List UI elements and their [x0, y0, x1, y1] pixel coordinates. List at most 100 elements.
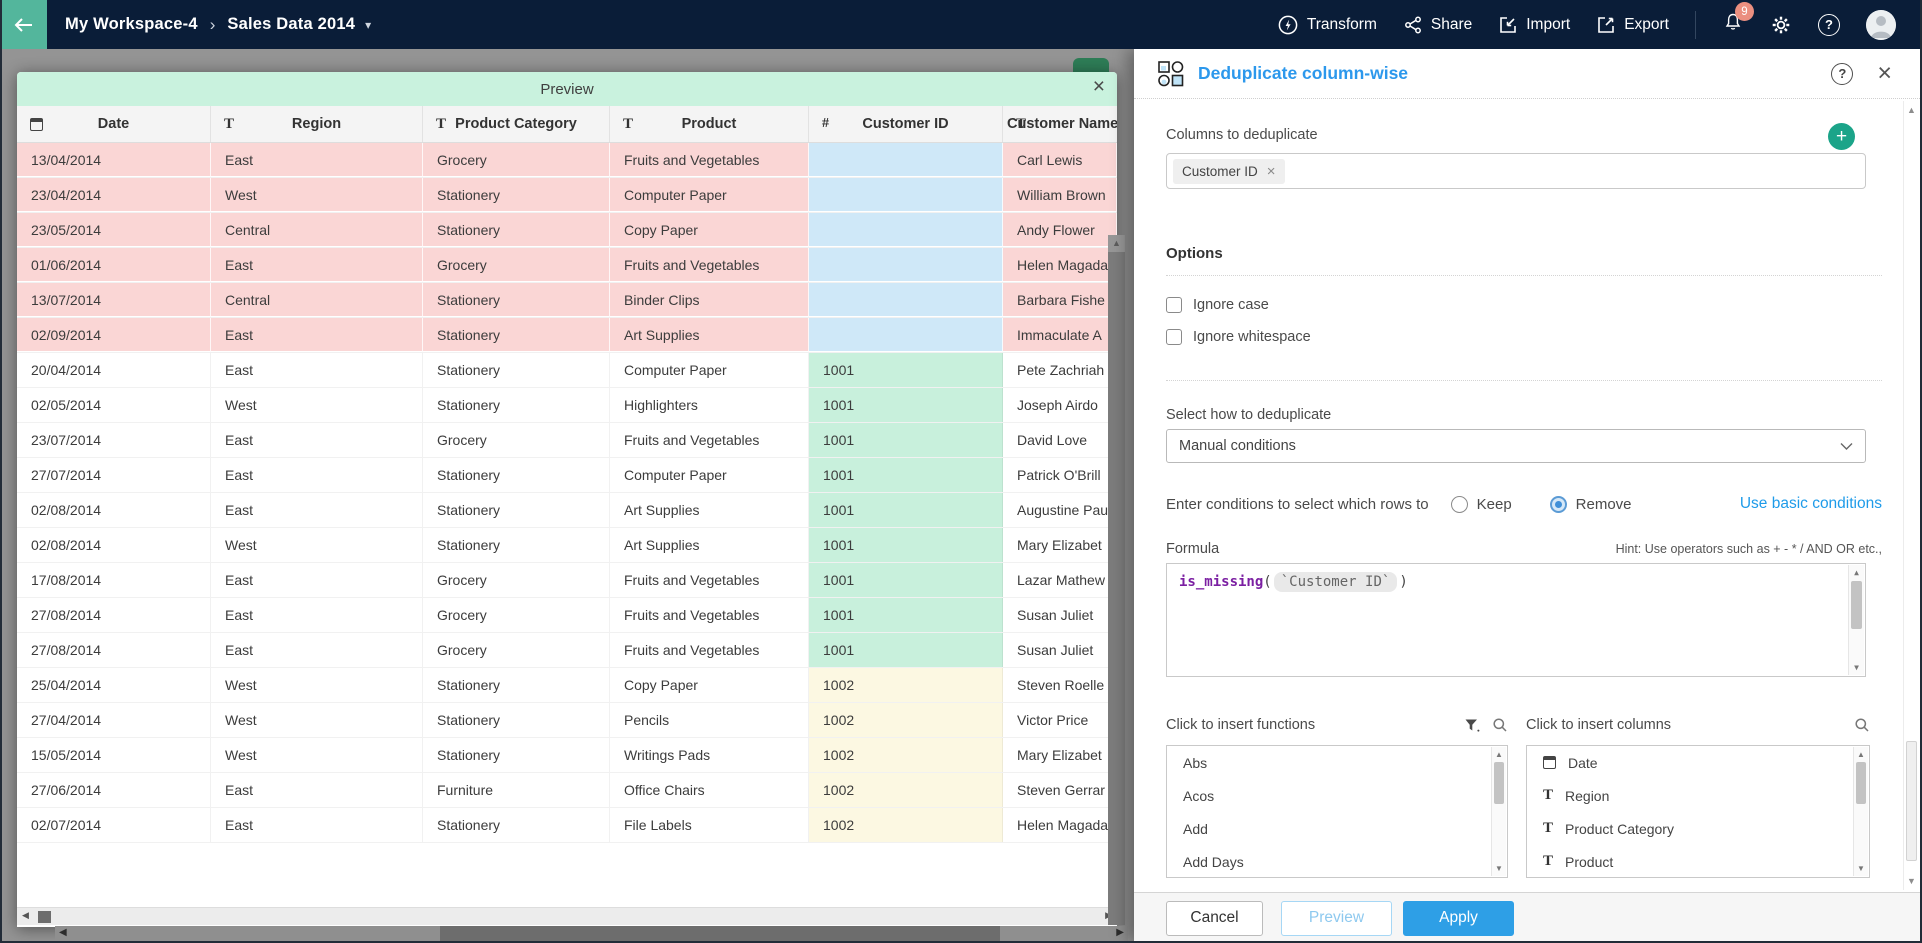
search-icon[interactable] — [1492, 717, 1508, 733]
scroll-up-icon[interactable]: ▲ — [1904, 105, 1919, 115]
ignore-case-checkbox[interactable]: Ignore case — [1166, 297, 1269, 313]
table-row[interactable]: 15/05/2014WestStationeryWritings Pads100… — [17, 738, 1117, 773]
function-item[interactable]: Abs — [1167, 746, 1492, 779]
columns-scrollbar[interactable]: ▲ ▼ — [1853, 747, 1868, 876]
radio-icon[interactable] — [1451, 496, 1468, 513]
keep-radio[interactable]: Keep — [1451, 496, 1512, 513]
scroll-thumb[interactable] — [1494, 762, 1504, 804]
background-vertical-scrollbar[interactable]: ▲ — [1108, 235, 1125, 925]
scroll-down-icon[interactable]: ▼ — [1492, 864, 1506, 873]
column-header-customer-id[interactable]: #Customer ID — [809, 106, 1003, 142]
scroll-thumb[interactable] — [1906, 741, 1917, 861]
use-basic-conditions-link[interactable]: Use basic conditions — [1740, 495, 1882, 513]
scroll-right-icon[interactable]: ▶ — [1116, 927, 1124, 938]
functions-scrollbar[interactable]: ▲ ▼ — [1491, 747, 1506, 876]
scroll-down-icon[interactable]: ▼ — [1849, 663, 1864, 672]
function-item[interactable]: Add — [1167, 812, 1492, 845]
scroll-thumb[interactable] — [1856, 762, 1866, 804]
scroll-up-icon[interactable]: ▲ — [1854, 750, 1868, 759]
apply-button[interactable]: Apply — [1403, 901, 1514, 936]
scroll-thumb[interactable] — [38, 911, 51, 923]
column-chip[interactable]: Customer ID × — [1173, 159, 1285, 184]
preview-close-button[interactable]: × — [1093, 76, 1105, 97]
panel-close-button[interactable]: × — [1877, 61, 1892, 86]
column-header-date[interactable]: Date — [17, 106, 211, 142]
column-header-customer-name[interactable]: TCustomer Name — [1003, 106, 1117, 142]
table-row[interactable]: 23/07/2014EastGroceryFruits and Vegetabl… — [17, 423, 1117, 458]
table-row[interactable]: 23/04/2014WestStationeryComputer PaperWi… — [17, 178, 1117, 213]
panel-help-button[interactable]: ? — [1831, 63, 1853, 85]
scroll-thumb[interactable] — [1851, 581, 1862, 629]
formula-scrollbar[interactable]: ▲ ▼ — [1848, 565, 1864, 675]
scroll-left-icon[interactable]: ◀ — [22, 910, 29, 921]
table-row[interactable]: 01/06/2014EastGroceryFruits and Vegetabl… — [17, 248, 1117, 283]
table-row[interactable]: 17/08/2014EastGroceryFruits and Vegetabl… — [17, 563, 1117, 598]
notifications-button[interactable]: 9 — [1722, 11, 1744, 38]
checkbox-icon[interactable] — [1166, 297, 1182, 313]
breadcrumb-workspace[interactable]: My Workspace-4 — [65, 15, 198, 34]
cell-date: 13/07/2014 — [17, 283, 211, 317]
scroll-thumb[interactable] — [1108, 252, 1125, 925]
column-header-region[interactable]: TRegion — [211, 106, 423, 142]
share-button[interactable]: Share — [1403, 15, 1472, 35]
checkbox-icon[interactable] — [1166, 329, 1182, 345]
chip-remove-icon[interactable]: × — [1267, 163, 1276, 180]
cancel-button[interactable]: Cancel — [1166, 901, 1263, 936]
table-row[interactable]: 27/08/2014EastGroceryFruits and Vegetabl… — [17, 633, 1117, 668]
preview-button[interactable]: Preview — [1281, 901, 1392, 936]
breadcrumb-dataset[interactable]: Sales Data 2014 — [227, 15, 355, 34]
scroll-up-icon[interactable]: ▲ — [1492, 750, 1506, 759]
formula-editor[interactable]: is_missing(`Customer ID`) ▲ ▼ — [1166, 563, 1866, 677]
radio-selected-icon[interactable] — [1550, 496, 1567, 513]
formula-column-token[interactable]: `Customer ID` — [1274, 572, 1398, 592]
table-row[interactable]: 27/04/2014WestStationeryPencils1002Victo… — [17, 703, 1117, 738]
search-icon[interactable] — [1854, 717, 1870, 733]
table-row[interactable]: 02/07/2014EastStationeryFile Labels1002H… — [17, 808, 1117, 843]
add-column-button[interactable]: + — [1828, 123, 1855, 150]
preview-horizontal-scrollbar[interactable]: ◀ ▶ — [17, 907, 1117, 925]
table-row[interactable]: 25/04/2014WestStationeryCopy Paper1002St… — [17, 668, 1117, 703]
scroll-up-icon[interactable]: ▲ — [1108, 235, 1125, 252]
scroll-thumb[interactable] — [440, 926, 1000, 942]
scroll-down-icon[interactable]: ▼ — [1904, 876, 1919, 886]
column-item[interactable]: TProduct — [1527, 845, 1854, 878]
cell-customer-name: Susan Juliet — [1003, 633, 1117, 667]
settings-button[interactable] — [1770, 14, 1792, 36]
table-row[interactable]: 02/08/2014EastStationeryArt Supplies1001… — [17, 493, 1117, 528]
import-button[interactable]: Import — [1498, 15, 1570, 35]
table-row[interactable]: 13/07/2014CentralStationeryBinder ClipsB… — [17, 283, 1117, 318]
table-row[interactable]: 02/08/2014WestStationeryArt Supplies1001… — [17, 528, 1117, 563]
cell-product: Highlighters — [610, 388, 809, 422]
column-item[interactable]: Date — [1527, 746, 1854, 779]
filter-icon[interactable] — [1464, 718, 1480, 733]
scroll-left-icon[interactable]: ◀ — [59, 927, 67, 938]
table-row[interactable]: 23/05/2014CentralStationeryCopy PaperAnd… — [17, 213, 1117, 248]
table-row[interactable]: 02/09/2014EastStationeryArt SuppliesImma… — [17, 318, 1117, 353]
ignore-whitespace-checkbox[interactable]: Ignore whitespace — [1166, 329, 1311, 345]
back-button[interactable] — [0, 0, 47, 49]
scroll-down-icon[interactable]: ▼ — [1854, 864, 1868, 873]
column-header-product-category[interactable]: TProduct Category — [423, 106, 610, 142]
panel-vertical-scrollbar[interactable]: ▲ ▼ — [1903, 101, 1919, 890]
function-item[interactable]: Acos — [1167, 779, 1492, 812]
background-horizontal-scrollbar[interactable]: ◀ ▶ — [55, 926, 1128, 942]
column-item[interactable]: TProduct Category — [1527, 812, 1854, 845]
dataset-menu-caret-icon[interactable]: ▾ — [365, 18, 371, 32]
table-row[interactable]: 13/04/2014EastGroceryFruits and Vegetabl… — [17, 143, 1117, 178]
table-row[interactable]: 27/07/2014EastStationeryComputer Paper10… — [17, 458, 1117, 493]
help-button[interactable]: ? — [1818, 14, 1840, 36]
export-button[interactable]: Export — [1596, 15, 1669, 35]
dedupe-method-select[interactable]: Manual conditions — [1166, 429, 1866, 463]
columns-to-deduplicate-input[interactable]: Customer ID × — [1166, 153, 1866, 189]
column-header-product[interactable]: TProduct — [610, 106, 809, 142]
function-item[interactable]: Add Days — [1167, 845, 1492, 878]
column-item[interactable]: TRegion — [1527, 779, 1854, 812]
table-row[interactable]: 27/08/2014EastGroceryFruits and Vegetabl… — [17, 598, 1117, 633]
table-row[interactable]: 02/05/2014WestStationeryHighlighters1001… — [17, 388, 1117, 423]
scroll-up-icon[interactable]: ▲ — [1849, 568, 1864, 577]
remove-radio[interactable]: Remove — [1550, 496, 1632, 513]
avatar[interactable] — [1866, 10, 1896, 40]
transform-button[interactable]: Transform — [1277, 14, 1377, 36]
table-row[interactable]: 20/04/2014EastStationeryComputer Paper10… — [17, 353, 1117, 388]
table-row[interactable]: 27/06/2014EastFurnitureOffice Chairs1002… — [17, 773, 1117, 808]
